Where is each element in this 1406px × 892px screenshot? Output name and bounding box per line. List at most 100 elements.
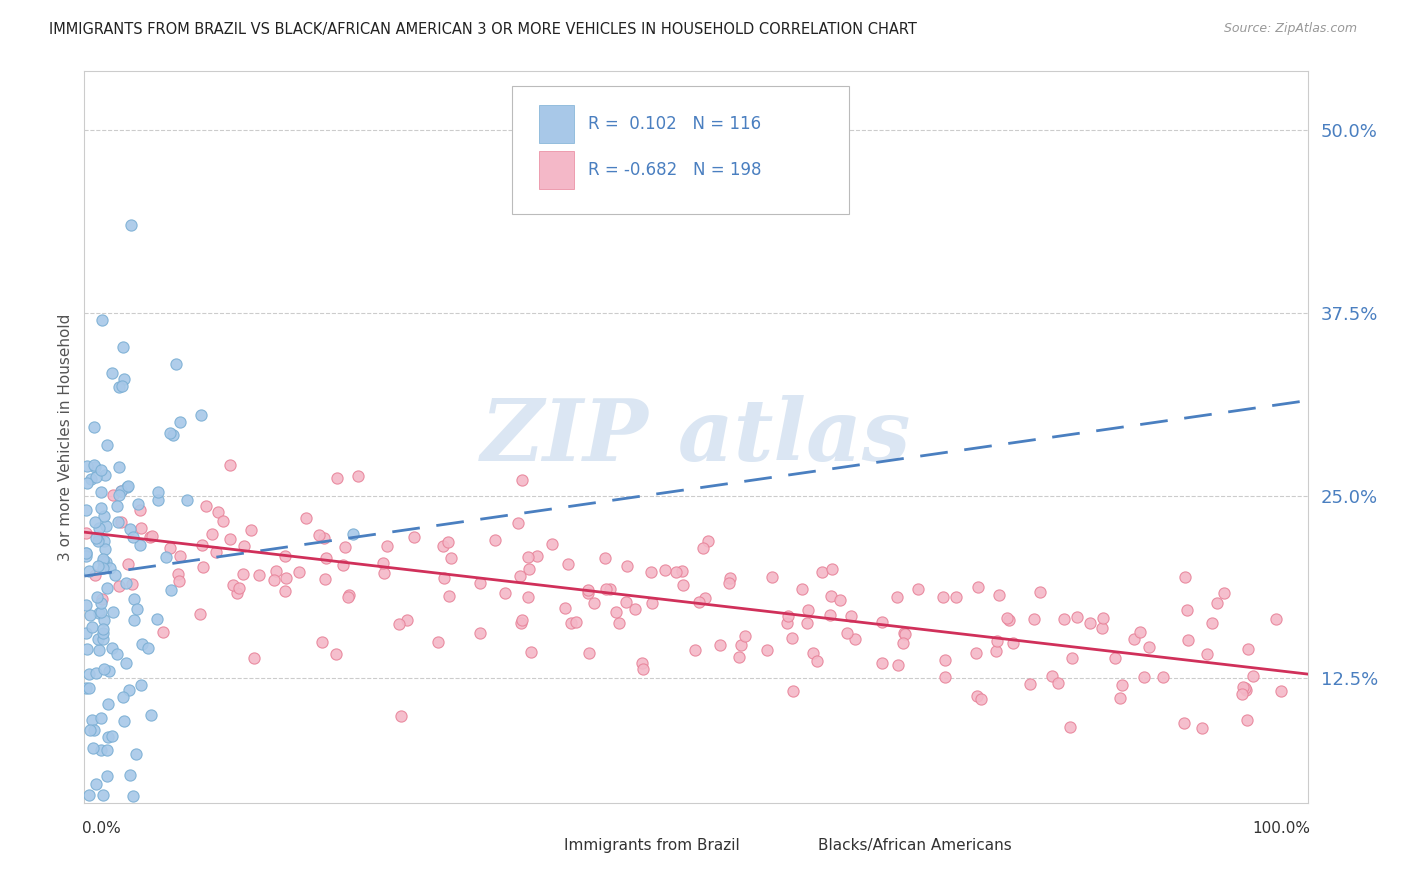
Point — [1241, 669, 1264, 683]
Point — [326, 470, 349, 484]
Point — [1108, 690, 1130, 705]
Point — [806, 655, 828, 669]
Point — [945, 591, 967, 605]
Point — [970, 691, 993, 706]
Point — [717, 575, 740, 590]
Point — [77, 667, 100, 681]
Text: 100.0%: 100.0% — [1251, 821, 1310, 836]
Point — [377, 539, 399, 553]
Point — [821, 562, 844, 576]
Point — [274, 549, 297, 564]
Point — [1066, 610, 1088, 624]
Point — [90, 711, 112, 725]
Point — [1213, 585, 1236, 599]
Point — [94, 541, 117, 556]
Point — [93, 468, 115, 483]
Point — [337, 588, 360, 602]
Point — [93, 509, 115, 524]
Point — [274, 571, 297, 585]
Point — [295, 511, 318, 525]
Point — [243, 651, 266, 665]
Point — [108, 460, 131, 475]
Point — [195, 499, 218, 513]
Text: 0.0%: 0.0% — [82, 821, 121, 836]
Point — [117, 478, 139, 492]
Point — [373, 566, 395, 580]
Point — [222, 578, 245, 592]
Point — [1104, 651, 1126, 665]
Point — [709, 638, 731, 652]
Point — [127, 497, 149, 511]
Point — [155, 549, 177, 564]
Point — [110, 515, 132, 529]
Point — [93, 552, 115, 566]
Point — [83, 723, 105, 738]
Point — [93, 622, 115, 636]
Point — [872, 656, 894, 670]
Point — [165, 357, 187, 371]
Point — [101, 729, 124, 743]
Point — [605, 605, 627, 619]
Point — [519, 562, 541, 576]
Point — [893, 626, 915, 640]
Point — [201, 526, 224, 541]
Point — [820, 589, 842, 603]
Point — [697, 533, 720, 548]
Point — [87, 607, 110, 621]
Point — [288, 565, 311, 579]
Point — [595, 582, 617, 596]
Point — [516, 590, 538, 604]
Point — [631, 661, 654, 675]
Point — [232, 566, 254, 581]
Point — [333, 540, 356, 554]
Point — [641, 596, 664, 610]
Point — [110, 483, 132, 498]
Point — [105, 647, 128, 661]
Point — [129, 678, 152, 692]
Text: IMMIGRANTS FROM BRAZIL VS BLACK/AFRICAN AMERICAN 3 OR MORE VEHICLES IN HOUSEHOLD: IMMIGRANTS FROM BRAZIL VS BLACK/AFRICAN … — [49, 22, 917, 37]
Point — [105, 499, 128, 513]
Point — [91, 591, 114, 606]
Point — [1234, 682, 1257, 697]
Point — [193, 559, 215, 574]
Point — [997, 613, 1019, 627]
Point — [91, 632, 114, 646]
Point — [190, 538, 212, 552]
Point — [108, 379, 131, 393]
Point — [837, 625, 859, 640]
Point — [204, 544, 226, 558]
Point — [512, 474, 534, 488]
Point — [90, 596, 112, 610]
Text: Immigrants from Brazil: Immigrants from Brazil — [564, 838, 740, 853]
FancyBboxPatch shape — [513, 86, 849, 214]
Point — [468, 626, 491, 640]
Point — [93, 533, 115, 548]
Point — [1129, 624, 1152, 639]
Point — [90, 463, 112, 477]
Point — [797, 603, 820, 617]
Point — [122, 591, 145, 606]
Point — [233, 539, 256, 553]
Point — [966, 689, 988, 703]
Point — [87, 521, 110, 535]
Point — [131, 637, 153, 651]
Point — [152, 625, 174, 640]
Point — [207, 505, 229, 519]
Point — [792, 582, 814, 596]
Point — [96, 581, 118, 595]
Point — [75, 598, 97, 612]
Point — [118, 522, 141, 536]
Point — [828, 593, 851, 607]
Point — [1137, 640, 1160, 654]
Point — [76, 641, 98, 656]
Point — [1029, 585, 1052, 599]
Point — [108, 579, 131, 593]
Point — [129, 503, 152, 517]
Point — [1236, 713, 1258, 727]
Point — [110, 484, 132, 499]
Point — [1232, 680, 1254, 694]
Point — [139, 707, 162, 722]
Point — [101, 641, 124, 656]
Point — [76, 458, 98, 473]
Point — [90, 605, 112, 619]
